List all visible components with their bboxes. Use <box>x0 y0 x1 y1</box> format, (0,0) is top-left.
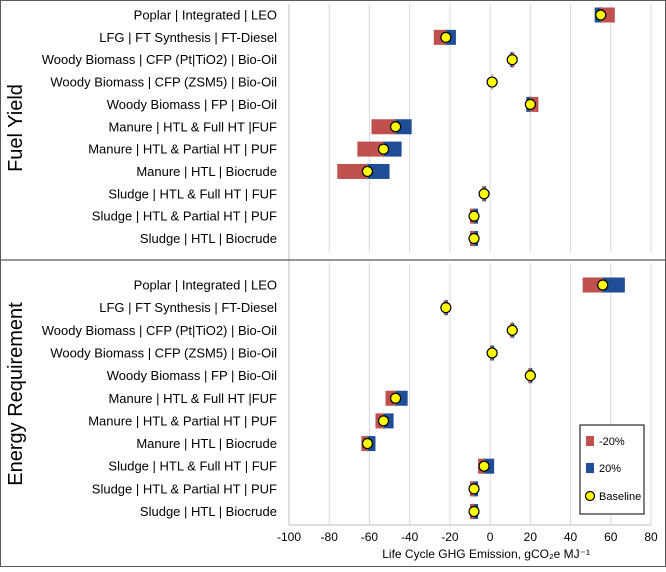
baseline-marker <box>597 279 609 291</box>
legend-swatch-plus20 <box>586 463 594 473</box>
bar-plus20 <box>367 163 390 179</box>
x-tick-label: -60 <box>361 530 379 544</box>
baseline-marker <box>468 505 480 518</box>
row-label: Sludge | HTL | Biocrude <box>140 504 277 519</box>
baseline-marker <box>478 460 490 472</box>
legend-swatch-minus20 <box>586 436 594 446</box>
baseline-marker <box>377 415 390 427</box>
row-label: Woody Biomass | FP | Bio-Oil <box>107 368 277 383</box>
row-label: Manure | HTL & Full HT |FUF <box>108 119 277 134</box>
row-label: Poplar | Integrated | LEO <box>134 278 277 293</box>
row-label: Woody Biomass | CFP (Pt|TiO2) | Bio-Oil <box>42 52 277 67</box>
baseline-marker <box>486 76 498 88</box>
row-label: Woody Biomass | CFP (ZSM5) | Bio-Oil <box>50 345 277 360</box>
baseline-marker <box>506 54 518 66</box>
baseline-marker <box>389 392 402 404</box>
baseline-marker <box>440 31 452 43</box>
row-label: Manure | HTL | Biocrude <box>136 164 277 179</box>
row-label: Sludge | HTL & Full HT | FUF <box>108 186 277 201</box>
bar-minus20 <box>357 141 384 157</box>
row-label: Manure | HTL & Full HT |FUF <box>108 391 277 406</box>
row-label: Sludge | HTL & Full HT | FUF <box>108 459 277 474</box>
baseline-marker <box>595 9 607 21</box>
legend-label-baseline: Baseline <box>599 491 641 503</box>
x-tick-label: 80 <box>644 530 658 544</box>
x-tick-label: -80 <box>321 530 339 544</box>
row-label: Manure | HTL & Partial HT | PUF <box>88 413 277 428</box>
baseline-marker <box>361 437 374 450</box>
bar-plus20 <box>383 141 402 157</box>
legend-swatch-baseline <box>584 490 596 502</box>
baseline-marker <box>524 98 536 111</box>
legend-label-minus20: -20% <box>599 436 625 448</box>
baseline-marker <box>389 121 402 133</box>
baseline-marker <box>468 210 480 222</box>
row-label: Woody Biomass | CFP (Pt|TiO2) | Bio-Oil <box>42 323 277 338</box>
baseline-marker <box>506 324 518 336</box>
row-label: Woody Biomass | FP | Bio-Oil <box>107 97 277 112</box>
row-label: Sludge | HTL & Partial HT | PUF <box>92 209 277 224</box>
baseline-marker <box>486 347 498 359</box>
baseline-marker <box>524 370 536 382</box>
baseline-marker <box>468 483 480 495</box>
bar-minus20 <box>582 277 603 293</box>
baseline-marker <box>361 165 374 178</box>
x-tick-label: -100 <box>277 530 301 544</box>
legend-label-plus20: 20% <box>599 463 621 475</box>
row-label: Poplar | Integrated | LEO <box>134 8 277 23</box>
baseline-marker <box>377 143 390 155</box>
bar-minus20 <box>337 163 368 179</box>
row-label: Sludge | HTL & Partial HT | PUF <box>92 481 277 496</box>
x-tick-label: 40 <box>564 530 578 544</box>
panel-title: Energy Requirement <box>5 302 27 486</box>
bar-minus20 <box>371 119 396 135</box>
row-label: Manure | HTL | Biocrude <box>136 436 277 451</box>
row-label: Sludge | HTL | Biocrude <box>140 231 277 246</box>
baseline-marker <box>468 232 480 245</box>
row-label: LFG | FT Synthesis | FT-Diesel <box>99 300 277 315</box>
row-label: Woody Biomass | CFP (ZSM5) | Bio-Oil <box>50 75 277 90</box>
baseline-marker <box>478 188 490 200</box>
row-label: LFG | FT Synthesis | FT-Diesel <box>99 30 277 45</box>
panel-title: Fuel Yield <box>5 84 27 172</box>
bar-plus20 <box>602 277 625 293</box>
row-label: Manure | HTL & Partial HT | PUF <box>88 142 277 157</box>
x-tick-label: 0 <box>487 530 494 544</box>
x-axis-label: Life Cycle GHG Emission, gCO₂e MJ⁻¹ <box>382 547 590 561</box>
x-tick-label: -40 <box>401 530 419 544</box>
x-tick-label: -20 <box>441 530 459 544</box>
baseline-marker <box>440 302 452 314</box>
x-tick-label: 20 <box>524 530 538 544</box>
x-tick-label: 60 <box>604 530 618 544</box>
